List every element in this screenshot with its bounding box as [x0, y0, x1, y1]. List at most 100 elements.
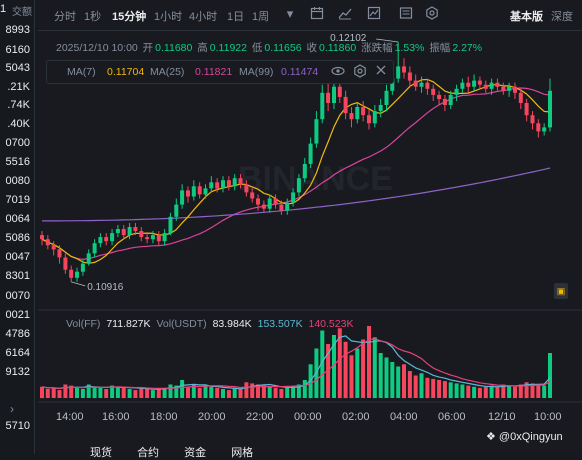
vol-value: 711.827K: [106, 318, 151, 330]
candle-body: [302, 164, 307, 179]
candle-body: [308, 143, 313, 164]
eye-icon[interactable]: [331, 64, 345, 81]
volume-bar: [518, 384, 523, 398]
candle-body: [92, 243, 97, 254]
volume-bar: [296, 384, 301, 398]
candle-body: [104, 237, 109, 242]
candle-body: [69, 269, 74, 278]
candle-body: [466, 82, 471, 87]
candle-body: [314, 119, 319, 144]
volume-bar: [63, 384, 68, 398]
volume-bar: [203, 385, 208, 398]
indicator-icon[interactable]: [366, 6, 382, 22]
left-panel-value: 7019: [5, 194, 30, 206]
tab-funding[interactable]: 资金: [184, 447, 207, 459]
volume-bar: [308, 364, 313, 399]
tab-timeframe-1h[interactable]: 1小时: [154, 11, 183, 23]
layout-icon[interactable]: [398, 6, 414, 22]
candle-body: [250, 192, 255, 199]
view-depth-tab[interactable]: 深度: [551, 11, 573, 23]
candle-body: [226, 180, 231, 187]
tab-timeframe-1d[interactable]: 1日: [227, 11, 245, 23]
candle-body: [489, 82, 494, 89]
candle-body: [180, 190, 185, 205]
left-panel-value: 6164: [5, 347, 30, 359]
candle-body: [261, 204, 266, 209]
tab-grid[interactable]: 网格: [231, 447, 254, 459]
drawing-tool-icon[interactable]: ▣: [554, 283, 568, 299]
chevron-right-icon[interactable]: ›: [10, 402, 14, 416]
volume-bar: [226, 390, 231, 398]
candle-body: [431, 88, 436, 95]
tab-timeframe-1s[interactable]: 1秒: [84, 11, 102, 23]
volume-bar: [115, 387, 120, 398]
volume-bar: [291, 385, 296, 398]
left-panel-value: 4786: [5, 328, 30, 340]
candle-body: [337, 86, 342, 97]
ma7-value: 0.11704: [107, 66, 145, 78]
settings-icon[interactable]: [353, 64, 367, 81]
x-axis-label: 14:00: [56, 411, 84, 423]
ohlc-open-label: 开: [142, 42, 154, 54]
volume-bar: [425, 377, 430, 399]
ohlc-change: 1.53%: [394, 42, 425, 54]
settings-icon[interactable]: [424, 6, 440, 22]
left-panel-value: 5086: [5, 232, 30, 244]
left-panel-header-label: 交额: [12, 7, 32, 18]
volume-bar: [501, 384, 506, 398]
candle-body: [407, 72, 412, 81]
volume-bar: [524, 382, 529, 399]
candle-body: [361, 107, 366, 116]
volume-bar: [104, 389, 109, 398]
candle-body: [256, 198, 260, 205]
tab-timeframe-line[interactable]: 分时: [54, 11, 76, 23]
x-axis-label: 06:00: [438, 411, 466, 423]
vol-usdt-label: Vol(USDT): [156, 318, 207, 330]
chart-area: 分时 1秒 15分钟 1小时 4小时 1日 1周 ▾ 基本版 深度 2025/1…: [38, 0, 582, 459]
volume-bar: [431, 378, 436, 398]
volume-bar: [402, 364, 406, 399]
candle-body: [524, 103, 529, 116]
caret-down-icon[interactable]: ▾: [286, 6, 294, 21]
volume-bar: [133, 390, 138, 398]
volume-bar: [343, 341, 348, 399]
tab-timeframe-15m[interactable]: 15分钟: [112, 11, 147, 23]
volume-bar: [495, 386, 500, 399]
candle-body: [133, 227, 138, 232]
chart-type-icon[interactable]: [337, 6, 353, 22]
left-panel-value: 0047: [5, 251, 30, 263]
volume-bar: [92, 386, 97, 399]
volume-bar: [419, 373, 424, 399]
view-basic-tab[interactable]: 基本版: [510, 11, 543, 23]
tab-timeframe-4h[interactable]: 4小时: [189, 11, 218, 23]
ma25-line: [41, 87, 551, 260]
candle-body: [45, 239, 50, 246]
candle-body: [127, 227, 132, 236]
low-price-label: 0.10916: [87, 282, 124, 293]
ohlc-close: 0.11860: [319, 42, 357, 54]
candle-body: [384, 90, 389, 105]
candlestick-chart[interactable]: BINANCE 0.12102 0.10916: [38, 0, 582, 454]
ma7-label: MA(7): [67, 66, 96, 78]
volume-bar: [40, 386, 44, 399]
high-marker-line: [376, 38, 399, 43]
ma25-value: 0.11821: [195, 66, 233, 78]
ma99-value: 0.11474: [281, 66, 319, 78]
close-icon[interactable]: [375, 64, 387, 79]
volume-bar: [273, 387, 278, 398]
calendar-icon[interactable]: [309, 6, 325, 22]
tab-futures[interactable]: 合约: [137, 447, 160, 459]
candle-body: [402, 66, 406, 73]
candle-body: [326, 92, 331, 103]
candle-body: [472, 80, 477, 87]
volume-bar: [261, 385, 266, 398]
tab-timeframe-1w[interactable]: 1周: [252, 11, 270, 23]
candle-body: [186, 190, 190, 197]
candle-body: [413, 80, 418, 87]
ohlc-low: 0.11656: [264, 42, 302, 54]
ohlc-change-label: 涨跌幅: [361, 42, 393, 54]
tab-spot[interactable]: 现货: [90, 447, 112, 459]
candle-body: [332, 86, 336, 103]
vol-usdt-value: 83.984K: [212, 318, 252, 330]
candle-body: [168, 216, 173, 234]
